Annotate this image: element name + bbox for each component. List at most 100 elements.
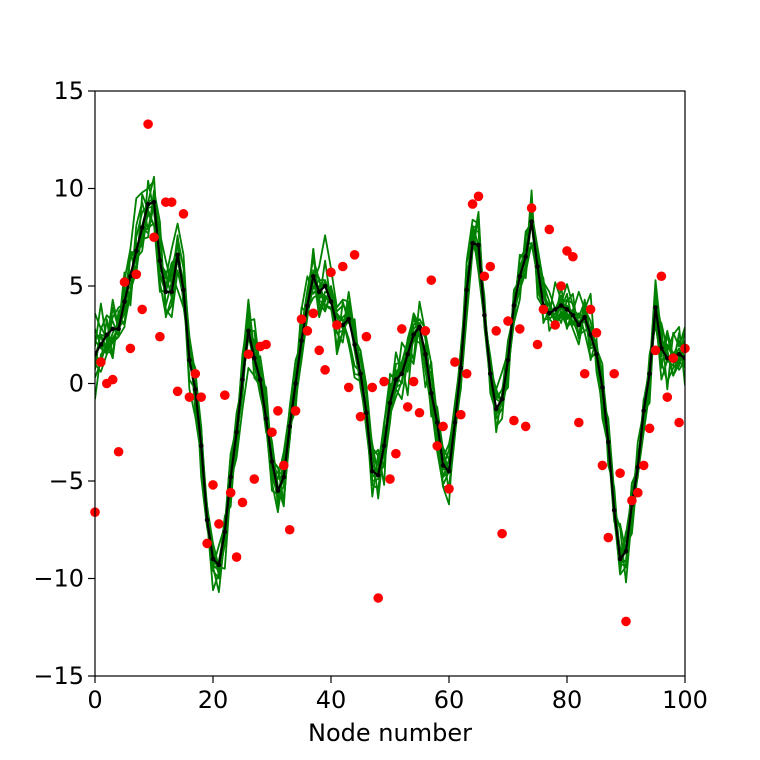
mean-point (665, 355, 670, 361)
observation-point (491, 326, 502, 336)
observation-point (579, 368, 590, 379)
mean-point (411, 332, 416, 338)
observation-point (308, 308, 319, 319)
observation-point (290, 406, 301, 416)
observation-point (143, 119, 153, 129)
observation-point (373, 593, 384, 603)
mean-point (275, 488, 281, 494)
observation-point (208, 480, 218, 490)
mean-point (364, 410, 369, 416)
mean-point (134, 248, 139, 254)
mean-point (328, 299, 334, 304)
observation-point (456, 409, 466, 420)
observation-point (296, 314, 307, 324)
mean-point (576, 322, 582, 328)
x-tick-label: 40 (316, 686, 347, 714)
mean-point (257, 377, 263, 382)
observation-point (178, 209, 189, 219)
observation-point (397, 324, 407, 334)
mean-point (417, 324, 422, 330)
mean-point (305, 303, 310, 308)
observation-point (172, 386, 183, 397)
mean-point (104, 332, 110, 338)
mean-point (128, 273, 133, 279)
y-tick-label: 0 (69, 370, 84, 398)
observation-point (273, 406, 283, 416)
mean-point (393, 377, 399, 382)
y-tick-label: 10 (53, 175, 84, 203)
mean-point (588, 332, 593, 338)
mean-point (234, 429, 239, 435)
observation-point (267, 427, 277, 438)
observation-point (320, 365, 330, 375)
observation-point (137, 304, 147, 315)
mean-point (446, 468, 452, 474)
mean-point (423, 351, 428, 357)
observation-point (385, 474, 395, 484)
mean-point (375, 472, 381, 478)
mean-point (623, 548, 629, 554)
observation-point (603, 532, 614, 543)
y-tick-label: 15 (53, 77, 84, 105)
observation-point (338, 261, 348, 272)
observation-point (367, 382, 378, 393)
mean-point (352, 342, 357, 347)
observation-point (119, 277, 130, 287)
observation-point (402, 402, 413, 412)
observation-point (302, 326, 313, 336)
mean-point (482, 312, 487, 318)
observation-point (544, 224, 555, 235)
observation-point (249, 474, 260, 484)
mean-point (493, 406, 499, 412)
mean-point (169, 289, 174, 295)
mean-point (535, 264, 540, 269)
y-tick-label: 5 (69, 272, 84, 300)
mean-point (547, 311, 552, 316)
x-axis-label: Node number (308, 719, 472, 747)
mean-point (116, 326, 121, 332)
observation-point (627, 495, 637, 506)
observation-point (562, 246, 572, 256)
mean-point (110, 326, 115, 332)
mean-point (611, 507, 617, 513)
observation-point (503, 316, 513, 326)
observation-point (420, 326, 431, 336)
ensemble-line-12 (95, 212, 685, 570)
observation-point (243, 349, 254, 360)
mean-point (405, 351, 411, 357)
observation-point (231, 552, 242, 562)
observation-point (190, 368, 201, 379)
observation-point (585, 304, 596, 315)
observation-point (568, 251, 578, 262)
observation-point (633, 487, 643, 498)
mean-point (499, 396, 505, 402)
y-tick-label: −15 (33, 662, 84, 690)
mean-point (98, 342, 104, 347)
observation-point (444, 484, 454, 494)
observation-point (515, 324, 525, 334)
observation-point (196, 392, 206, 402)
mean-point (440, 463, 446, 468)
observation-point (485, 261, 496, 272)
mean-point (322, 283, 328, 289)
mean-point (452, 420, 458, 425)
mean-point (381, 443, 387, 449)
mean-point (246, 328, 251, 334)
observation-point (149, 232, 159, 243)
observation-point (591, 328, 602, 338)
observation-point (438, 421, 448, 432)
observation-point (361, 331, 372, 342)
mean-point (600, 385, 605, 390)
mean-point (635, 465, 641, 470)
mean-point (659, 346, 664, 351)
mean-point (187, 357, 192, 363)
observation-point (379, 376, 389, 387)
mean-point (269, 459, 275, 464)
observation-point (467, 199, 478, 209)
mean-point (281, 474, 287, 480)
mean-point (370, 468, 375, 474)
observation-point (225, 487, 236, 498)
mean-point (647, 371, 652, 377)
mean-point (316, 289, 322, 295)
